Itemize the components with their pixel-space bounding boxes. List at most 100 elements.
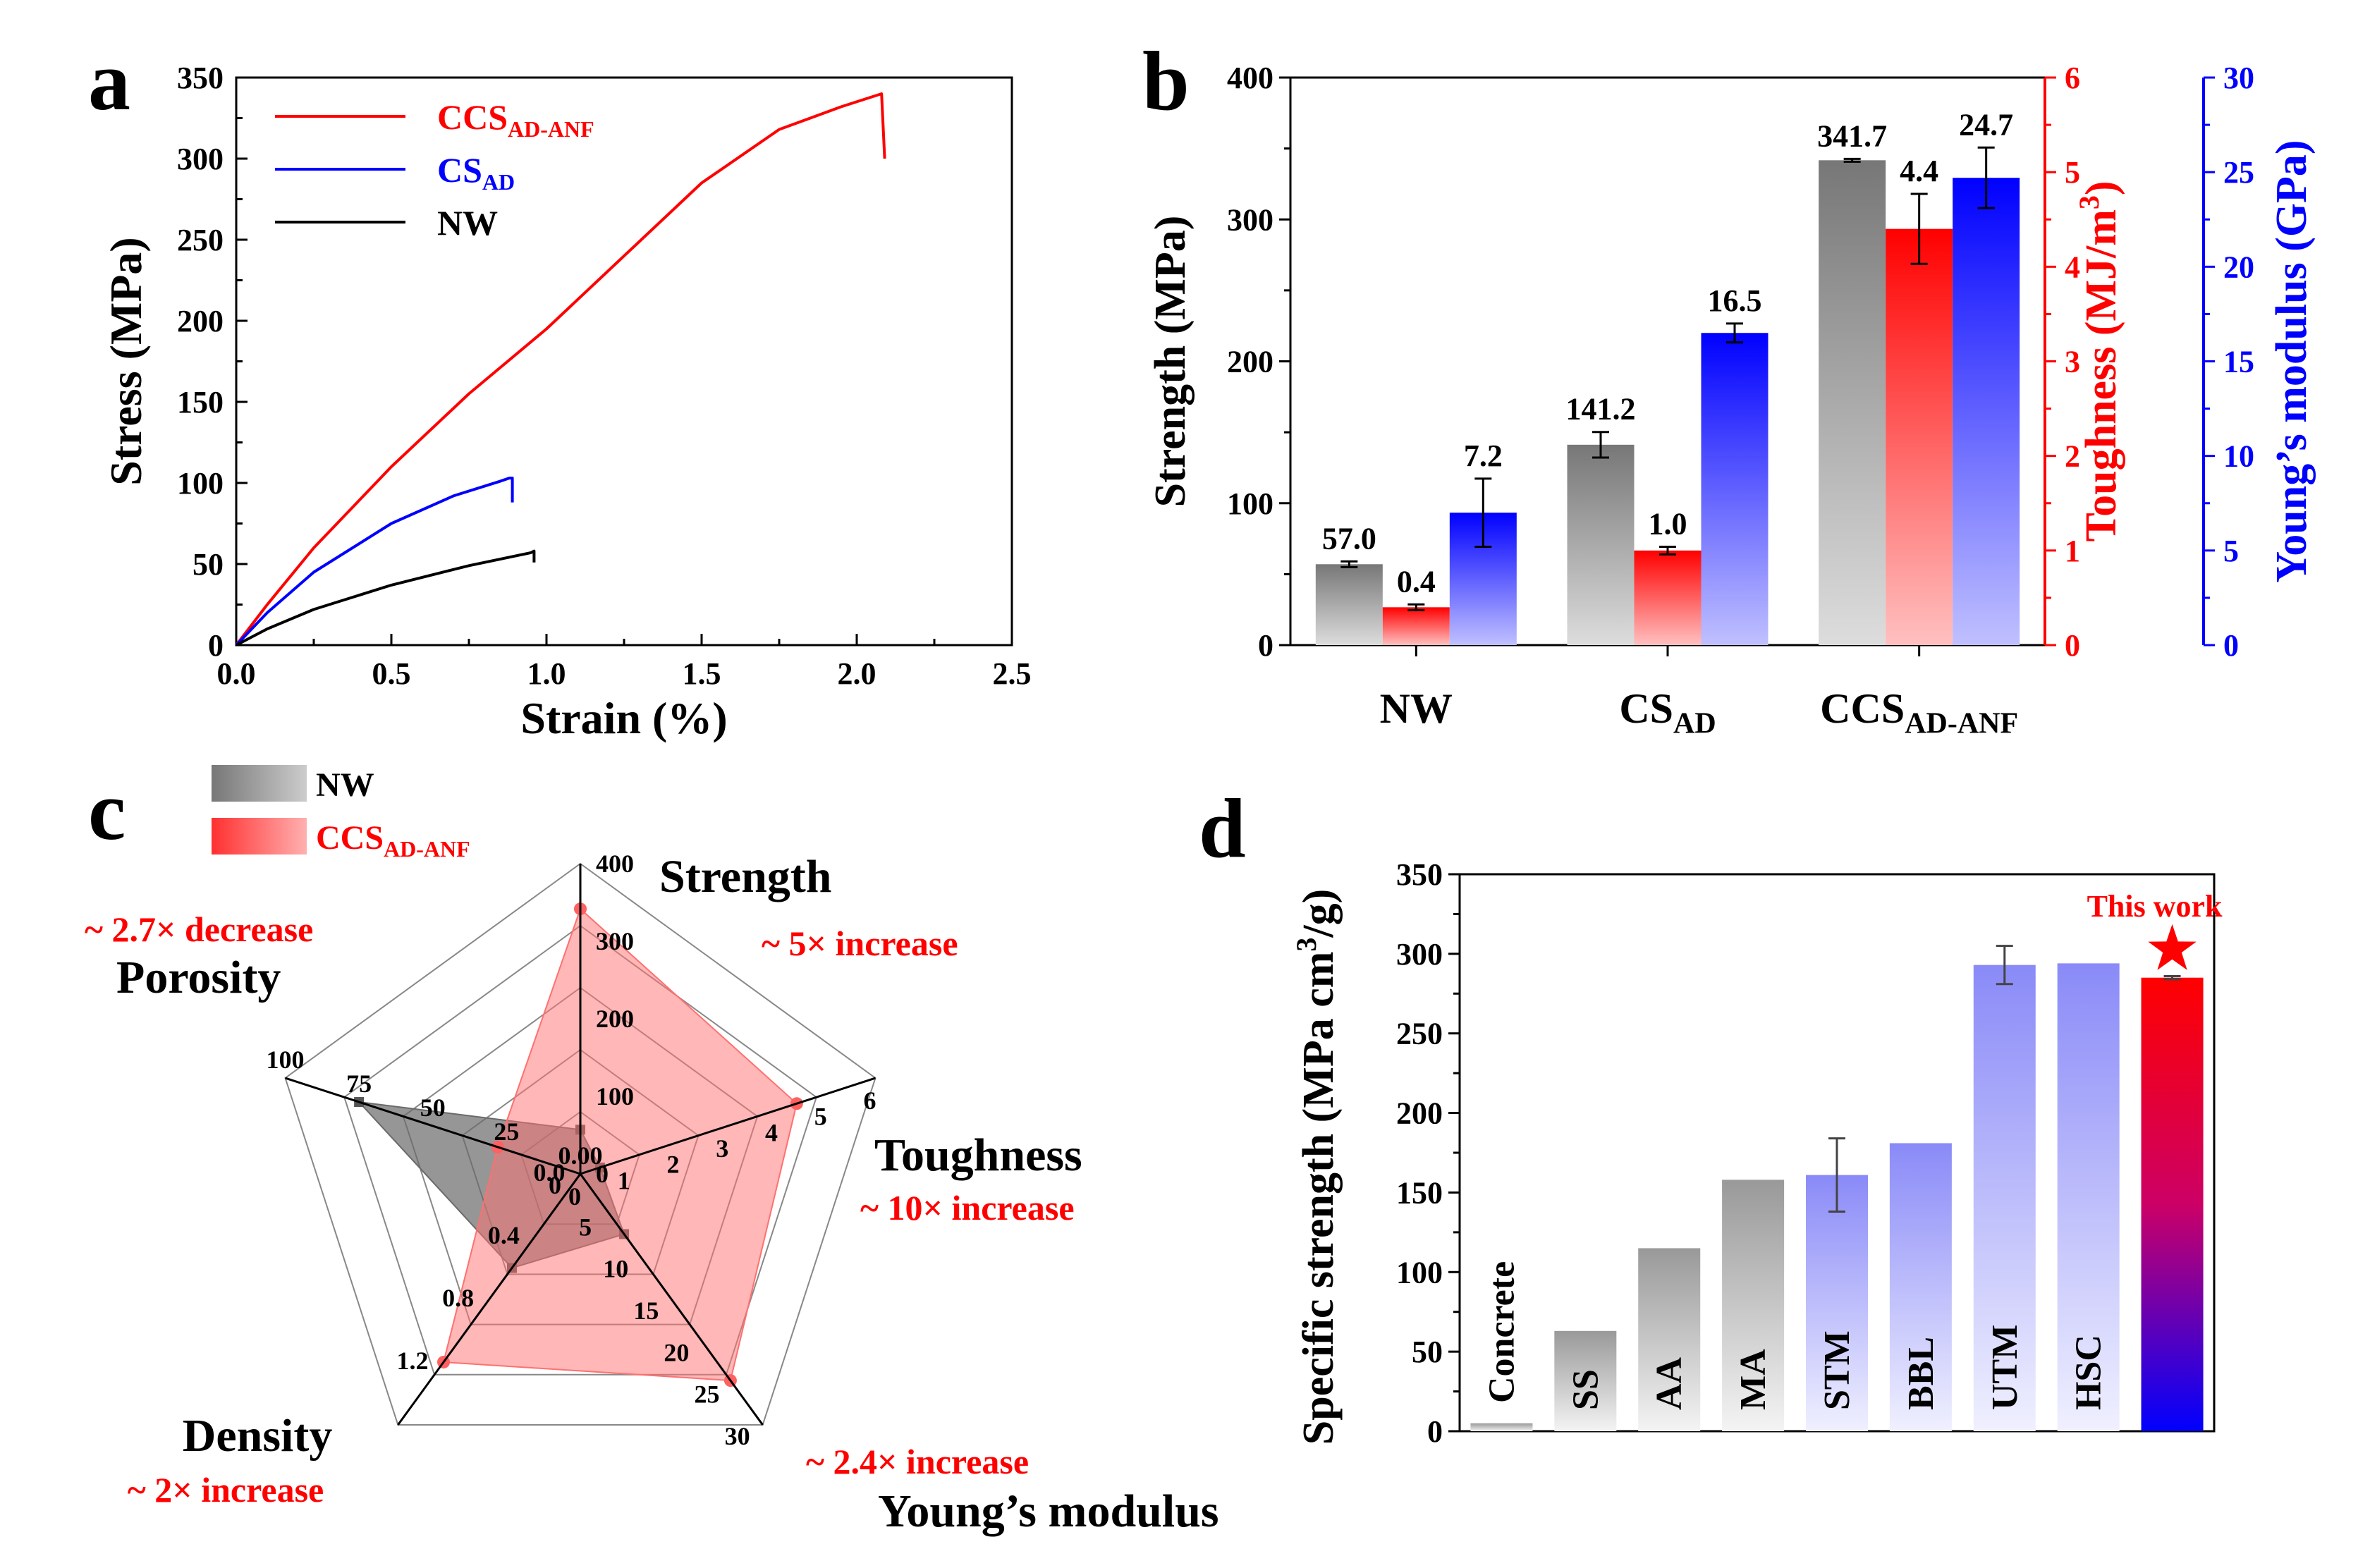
radar-tick-label: 400 xyxy=(596,850,634,878)
legend-label-main: NW xyxy=(316,766,374,804)
y-tick-label: 250 xyxy=(1396,1017,1443,1051)
y-tick-label: 100 xyxy=(177,466,224,501)
radar-grid-ring xyxy=(343,924,817,1376)
y-tick-label: 150 xyxy=(177,385,224,419)
bar-strength xyxy=(1819,160,1886,646)
radar-grid-ring xyxy=(284,862,876,1426)
right1-tick-label: 2 xyxy=(2065,439,2080,474)
group-label-sub: AD-ANF xyxy=(1905,708,2018,740)
series-line-ccsad-anf xyxy=(235,92,886,647)
y-axis-label-main: Specific strength (MPa cm xyxy=(1295,952,1343,1445)
bar-stm xyxy=(1806,1175,1868,1431)
y-tick-label: 350 xyxy=(177,61,224,95)
legend-swatch xyxy=(212,765,307,802)
right1-axis-label-end: ) xyxy=(2077,180,2125,195)
y-tick-label: 200 xyxy=(1396,1096,1443,1131)
bar-concrete xyxy=(1470,1423,1533,1431)
plot-frame xyxy=(235,76,1013,647)
right2-tick-label: 30 xyxy=(2223,61,2254,95)
bar-strength xyxy=(1567,444,1635,645)
left-axis-label: Strength (MPa) xyxy=(1147,216,1195,508)
legend-label: CSAD xyxy=(437,150,515,195)
panel-d-specific-strength-chart: 0 50 100 150 200 250 300 350 Specific strength (… xyxy=(1290,857,2223,1449)
radar-spoke xyxy=(285,1077,581,1175)
radar-tick-label: 0 xyxy=(568,1182,581,1211)
left-tick-label: 300 xyxy=(1227,202,1273,237)
radar-tick-label: 300 xyxy=(596,927,634,955)
right1-tick-label: 4 xyxy=(2065,250,2080,284)
radar-tick-label: 15 xyxy=(633,1297,659,1325)
panel-c-radar-chart: 010020030040001234560510152025300.00.40.… xyxy=(85,765,1219,1537)
radar-tick-label: 10 xyxy=(603,1255,628,1283)
right1-tick-label: 5 xyxy=(2065,155,2080,190)
x-axis-label: Strain (%) xyxy=(520,693,727,743)
series-line-csad xyxy=(235,477,514,647)
radar-tick-label: 30 xyxy=(725,1422,750,1450)
right2-tick-label: 10 xyxy=(2223,439,2254,474)
x-tick-label: 1.0 xyxy=(527,656,566,691)
y-tick-label: 100 xyxy=(1396,1255,1443,1290)
right2-tick-label: 20 xyxy=(2223,250,2254,284)
radar-tick-label: 0.8 xyxy=(442,1284,474,1312)
category-label: STM xyxy=(1817,1330,1857,1410)
right1-tick-label: 0 xyxy=(2065,628,2080,663)
right1-tick-label: 6 xyxy=(2065,61,2080,95)
radar-tick-label: 100 xyxy=(596,1082,634,1110)
group-label-main: CS xyxy=(1619,685,1673,732)
bar-hsc xyxy=(2057,963,2120,1431)
radar-tick-label: 20 xyxy=(664,1338,689,1366)
right2-axis-label: Young’s modulus (GPa) xyxy=(2268,140,2316,582)
y-tick-label: 150 xyxy=(1396,1175,1443,1210)
category-label: BBL xyxy=(1901,1337,1941,1410)
radar-tick-label: 1.2 xyxy=(397,1347,429,1375)
radar-spoke xyxy=(580,1077,876,1175)
radar-tick-label: 75 xyxy=(346,1070,372,1098)
bar-young-s-modulus xyxy=(1953,178,2020,645)
category-label: MA xyxy=(1733,1349,1773,1410)
right2-tick-label: 5 xyxy=(2223,534,2239,568)
radar-tick-label: 6 xyxy=(863,1086,876,1115)
bar-toughness xyxy=(1382,607,1450,645)
y-tick-label: 350 xyxy=(1396,857,1443,892)
radar-tick-label: 0.4 xyxy=(488,1221,520,1249)
series-line-nw xyxy=(236,549,536,647)
data-label: 4.4 xyxy=(1900,154,1938,188)
radar-tick-label: 100 xyxy=(267,1046,305,1074)
star-icon xyxy=(2148,924,2197,970)
radar-axis-note: ~ 10× increase xyxy=(860,1188,1075,1227)
data-label: 57.0 xyxy=(1322,521,1376,556)
y-tick-label: 200 xyxy=(177,304,224,338)
y-tick-label: 50 xyxy=(193,547,224,582)
y-tick-label: 300 xyxy=(1396,937,1443,972)
bar-this-work xyxy=(2141,977,2204,1431)
radar-tick-label: 5 xyxy=(579,1213,592,1241)
y-axis-label-sup: 3 xyxy=(1290,938,1322,952)
bar-strength xyxy=(1315,564,1383,645)
bar-ss xyxy=(1554,1330,1617,1431)
category-label: SS xyxy=(1565,1369,1606,1410)
panel-a-stress-strain-chart: 0.0 0.5 1.0 1.5 2.0 2.5 0 50 100 150 200 250 300 350 S… xyxy=(101,61,1032,743)
y-tick-label: 0 xyxy=(208,628,224,663)
bar-ma xyxy=(1722,1180,1785,1431)
bar-aa xyxy=(1638,1248,1701,1431)
x-tick-label: 2.5 xyxy=(993,656,1032,691)
data-label: 24.7 xyxy=(1959,107,2013,142)
y-tick-label: 300 xyxy=(177,142,224,176)
data-label: 16.5 xyxy=(1708,283,1762,318)
legend-label: CCSAD-ANF xyxy=(316,819,470,862)
radar-tick-label: 25 xyxy=(695,1380,720,1409)
radar-tick-label: 1 xyxy=(618,1166,630,1194)
radar-area-ccsad-anf xyxy=(442,907,798,1382)
radar-tick-label: 25 xyxy=(494,1117,519,1146)
legend-label-sub: AD-ANF xyxy=(384,836,470,862)
left-tick-label: 400 xyxy=(1227,61,1273,95)
legend-label-main: NW xyxy=(437,203,498,243)
category-label: AA xyxy=(1649,1356,1690,1410)
group-label-sub: AD xyxy=(1673,708,1716,740)
radar-axis-note: ~ 2× increase xyxy=(128,1470,324,1509)
radar-axis-title: Density xyxy=(183,1410,333,1462)
group-label: CCSAD-ANF xyxy=(1820,685,2018,740)
bar-toughness xyxy=(1886,228,1953,646)
right1-tick-label: 3 xyxy=(2065,345,2080,379)
